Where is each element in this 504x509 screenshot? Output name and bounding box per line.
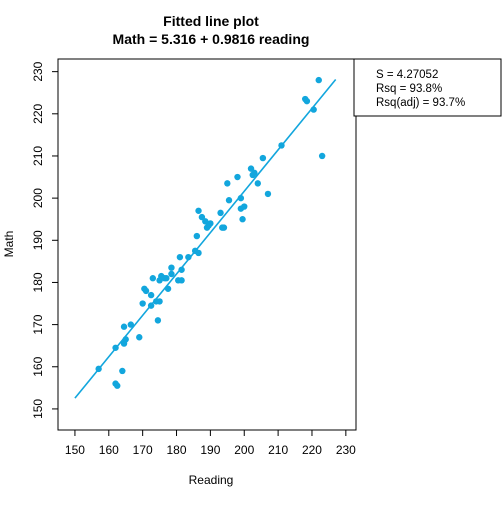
data-point [123,336,129,342]
stats-rsq-adj: Rsq(adj) = 93.7% [376,97,465,109]
data-point [114,383,120,389]
data-point [234,174,240,180]
data-point [278,142,284,148]
x-tick-label: 170 [133,443,153,457]
data-point [224,180,230,186]
data-point [194,233,200,239]
stats-s: S = 4.27052 [376,69,438,81]
data-point [217,210,223,216]
data-point [226,197,232,203]
data-point [310,106,316,112]
data-point [207,220,213,226]
data-point [304,98,310,104]
y-tick-label: 230 [31,61,45,81]
data-point [319,153,325,159]
y-tick-label: 180 [31,272,45,292]
y-axis-label: Math [2,231,16,258]
x-tick-label: 150 [65,443,85,457]
y-tick-label: 220 [31,103,45,123]
data-point [168,271,174,277]
data-point [195,208,201,214]
x-tick-label: 220 [302,443,322,457]
data-point [185,254,191,260]
y-tick-label: 190 [31,230,45,250]
data-point [119,368,125,374]
data-point [95,366,101,372]
y-tick-label: 170 [31,314,45,334]
data-point [148,302,154,308]
data-point [143,288,149,294]
data-point [177,254,183,260]
data-point [121,324,127,330]
chart-title: Fitted line plot [163,13,259,29]
data-point [168,264,174,270]
data-point [178,267,184,273]
x-tick-label: 230 [336,443,356,457]
x-axis: 150 160 170 180 190 200 210 220 230 [65,430,356,457]
data-point [260,155,266,161]
x-axis-label: Reading [189,473,234,487]
x-tick-label: 180 [167,443,187,457]
x-tick-label: 210 [268,443,288,457]
data-point [241,203,247,209]
y-axis: 150 160 170 180 190 200 210 220 230 [31,61,58,419]
data-point [239,216,245,222]
y-tick-label: 150 [31,399,45,419]
data-point [265,191,271,197]
chart-subtitle: Math = 5.316 + 0.9816 reading [113,31,310,47]
data-point [316,77,322,83]
x-tick-label: 190 [200,443,220,457]
data-point [178,277,184,283]
data-point [155,317,161,323]
y-tick-label: 210 [31,146,45,166]
y-tick-label: 200 [31,188,45,208]
data-point [165,286,171,292]
x-tick-label: 200 [234,443,254,457]
data-point [112,345,118,351]
data-point [148,292,154,298]
plot-frame [58,59,356,430]
data-point [251,170,257,176]
data-point [195,250,201,256]
data-point [221,224,227,230]
stats-rsq: Rsq = 93.8% [376,83,442,95]
stats-box: S = 4.27052 Rsq = 93.8% Rsq(adj) = 93.7% [354,59,501,116]
data-point [139,300,145,306]
data-point [156,298,162,304]
x-tick-label: 160 [99,443,119,457]
data-point [136,334,142,340]
data-point [255,180,261,186]
data-point [150,275,156,281]
data-point [238,195,244,201]
data-point [163,275,169,281]
y-tick-label: 160 [31,356,45,376]
data-point [128,321,134,327]
